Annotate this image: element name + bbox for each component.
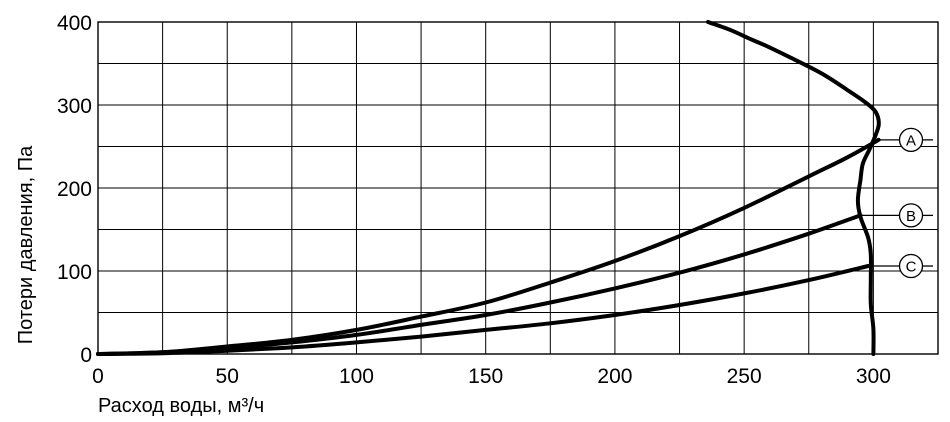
x-axis-label: Расход воды, м³/ч (98, 395, 264, 417)
x-tick-label: 0 (92, 365, 104, 388)
y-tick-label: 200 (57, 178, 92, 201)
x-tick-label: 250 (727, 365, 762, 388)
x-tick-label: 200 (597, 365, 632, 388)
x-tick-label: 300 (856, 365, 891, 388)
plot-frame (97, 21, 939, 355)
marker-circle (898, 127, 924, 153)
curve-markers: A B C (860, 127, 933, 279)
x-tick-label: 150 (468, 365, 503, 388)
curve-b (96, 213, 863, 356)
curve-c (96, 264, 871, 356)
curve-limit (706, 20, 881, 356)
marker-label: A (906, 132, 916, 149)
curves (96, 20, 881, 356)
x-tick-label: 50 (216, 365, 239, 388)
tick-labels: 0 50 100 150 200 250 300 0 100 200 300 400 (57, 12, 891, 388)
marker-circle (898, 203, 924, 228)
y-tick-label: 400 (57, 12, 92, 35)
grid (97, 21, 939, 355)
curve-a (96, 137, 881, 356)
x-tick-label: 100 (339, 365, 374, 388)
marker-label: B (906, 208, 916, 225)
y-axis-label: Потери давления, Па (15, 145, 37, 344)
y-tick-label: 300 (57, 95, 92, 118)
marker-circle (898, 253, 924, 279)
y-tick-label: 0 (80, 344, 92, 367)
y-tick-label: 100 (57, 261, 92, 284)
marker-label: C (906, 259, 917, 276)
